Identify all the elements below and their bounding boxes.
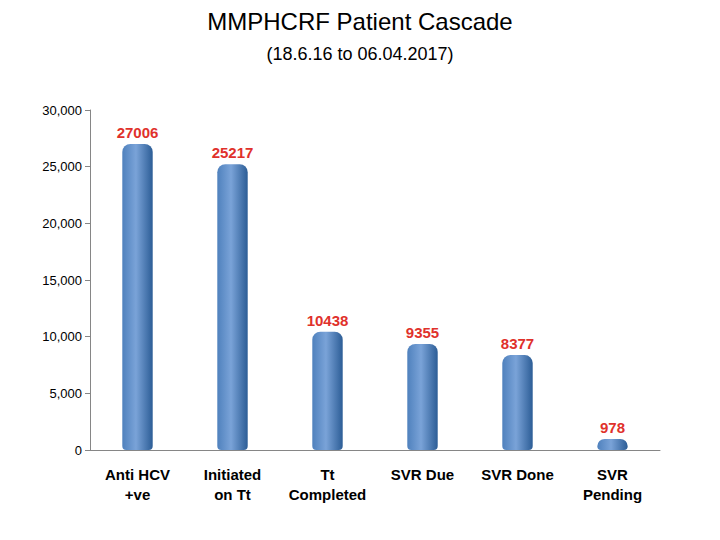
svg-text:MMPHCRF Patient Cascade: MMPHCRF Patient Cascade (207, 8, 512, 35)
svg-text:5,000: 5,000 (49, 386, 82, 401)
svg-text:27006: 27006 (117, 124, 159, 141)
svg-text:Anti HCV: Anti HCV (105, 466, 170, 483)
svg-text:Initiated: Initiated (204, 466, 262, 483)
svg-text:15,000: 15,000 (42, 273, 82, 288)
svg-text:on Tt: on Tt (214, 486, 251, 503)
svg-text:8377: 8377 (501, 335, 534, 352)
svg-text:Pending: Pending (583, 486, 642, 503)
svg-text:25217: 25217 (212, 144, 254, 161)
svg-text:Completed: Completed (289, 486, 367, 503)
svg-text:0: 0 (75, 443, 82, 458)
svg-text:+ve: +ve (125, 486, 150, 503)
svg-text:SVR: SVR (597, 466, 628, 483)
svg-text:9355: 9355 (406, 324, 439, 341)
svg-text:SVR Done: SVR Done (481, 466, 554, 483)
svg-text:978: 978 (600, 419, 625, 436)
svg-text:10438: 10438 (307, 312, 349, 329)
svg-text:Tt: Tt (320, 466, 334, 483)
svg-text:25,000: 25,000 (42, 159, 82, 174)
svg-text:(18.6.16 to 06.04.2017): (18.6.16 to 06.04.2017) (266, 44, 453, 64)
svg-text:20,000: 20,000 (42, 216, 82, 231)
svg-text:SVR Due: SVR Due (391, 466, 454, 483)
svg-text:10,000: 10,000 (42, 329, 82, 344)
svg-text:30,000: 30,000 (42, 103, 82, 118)
